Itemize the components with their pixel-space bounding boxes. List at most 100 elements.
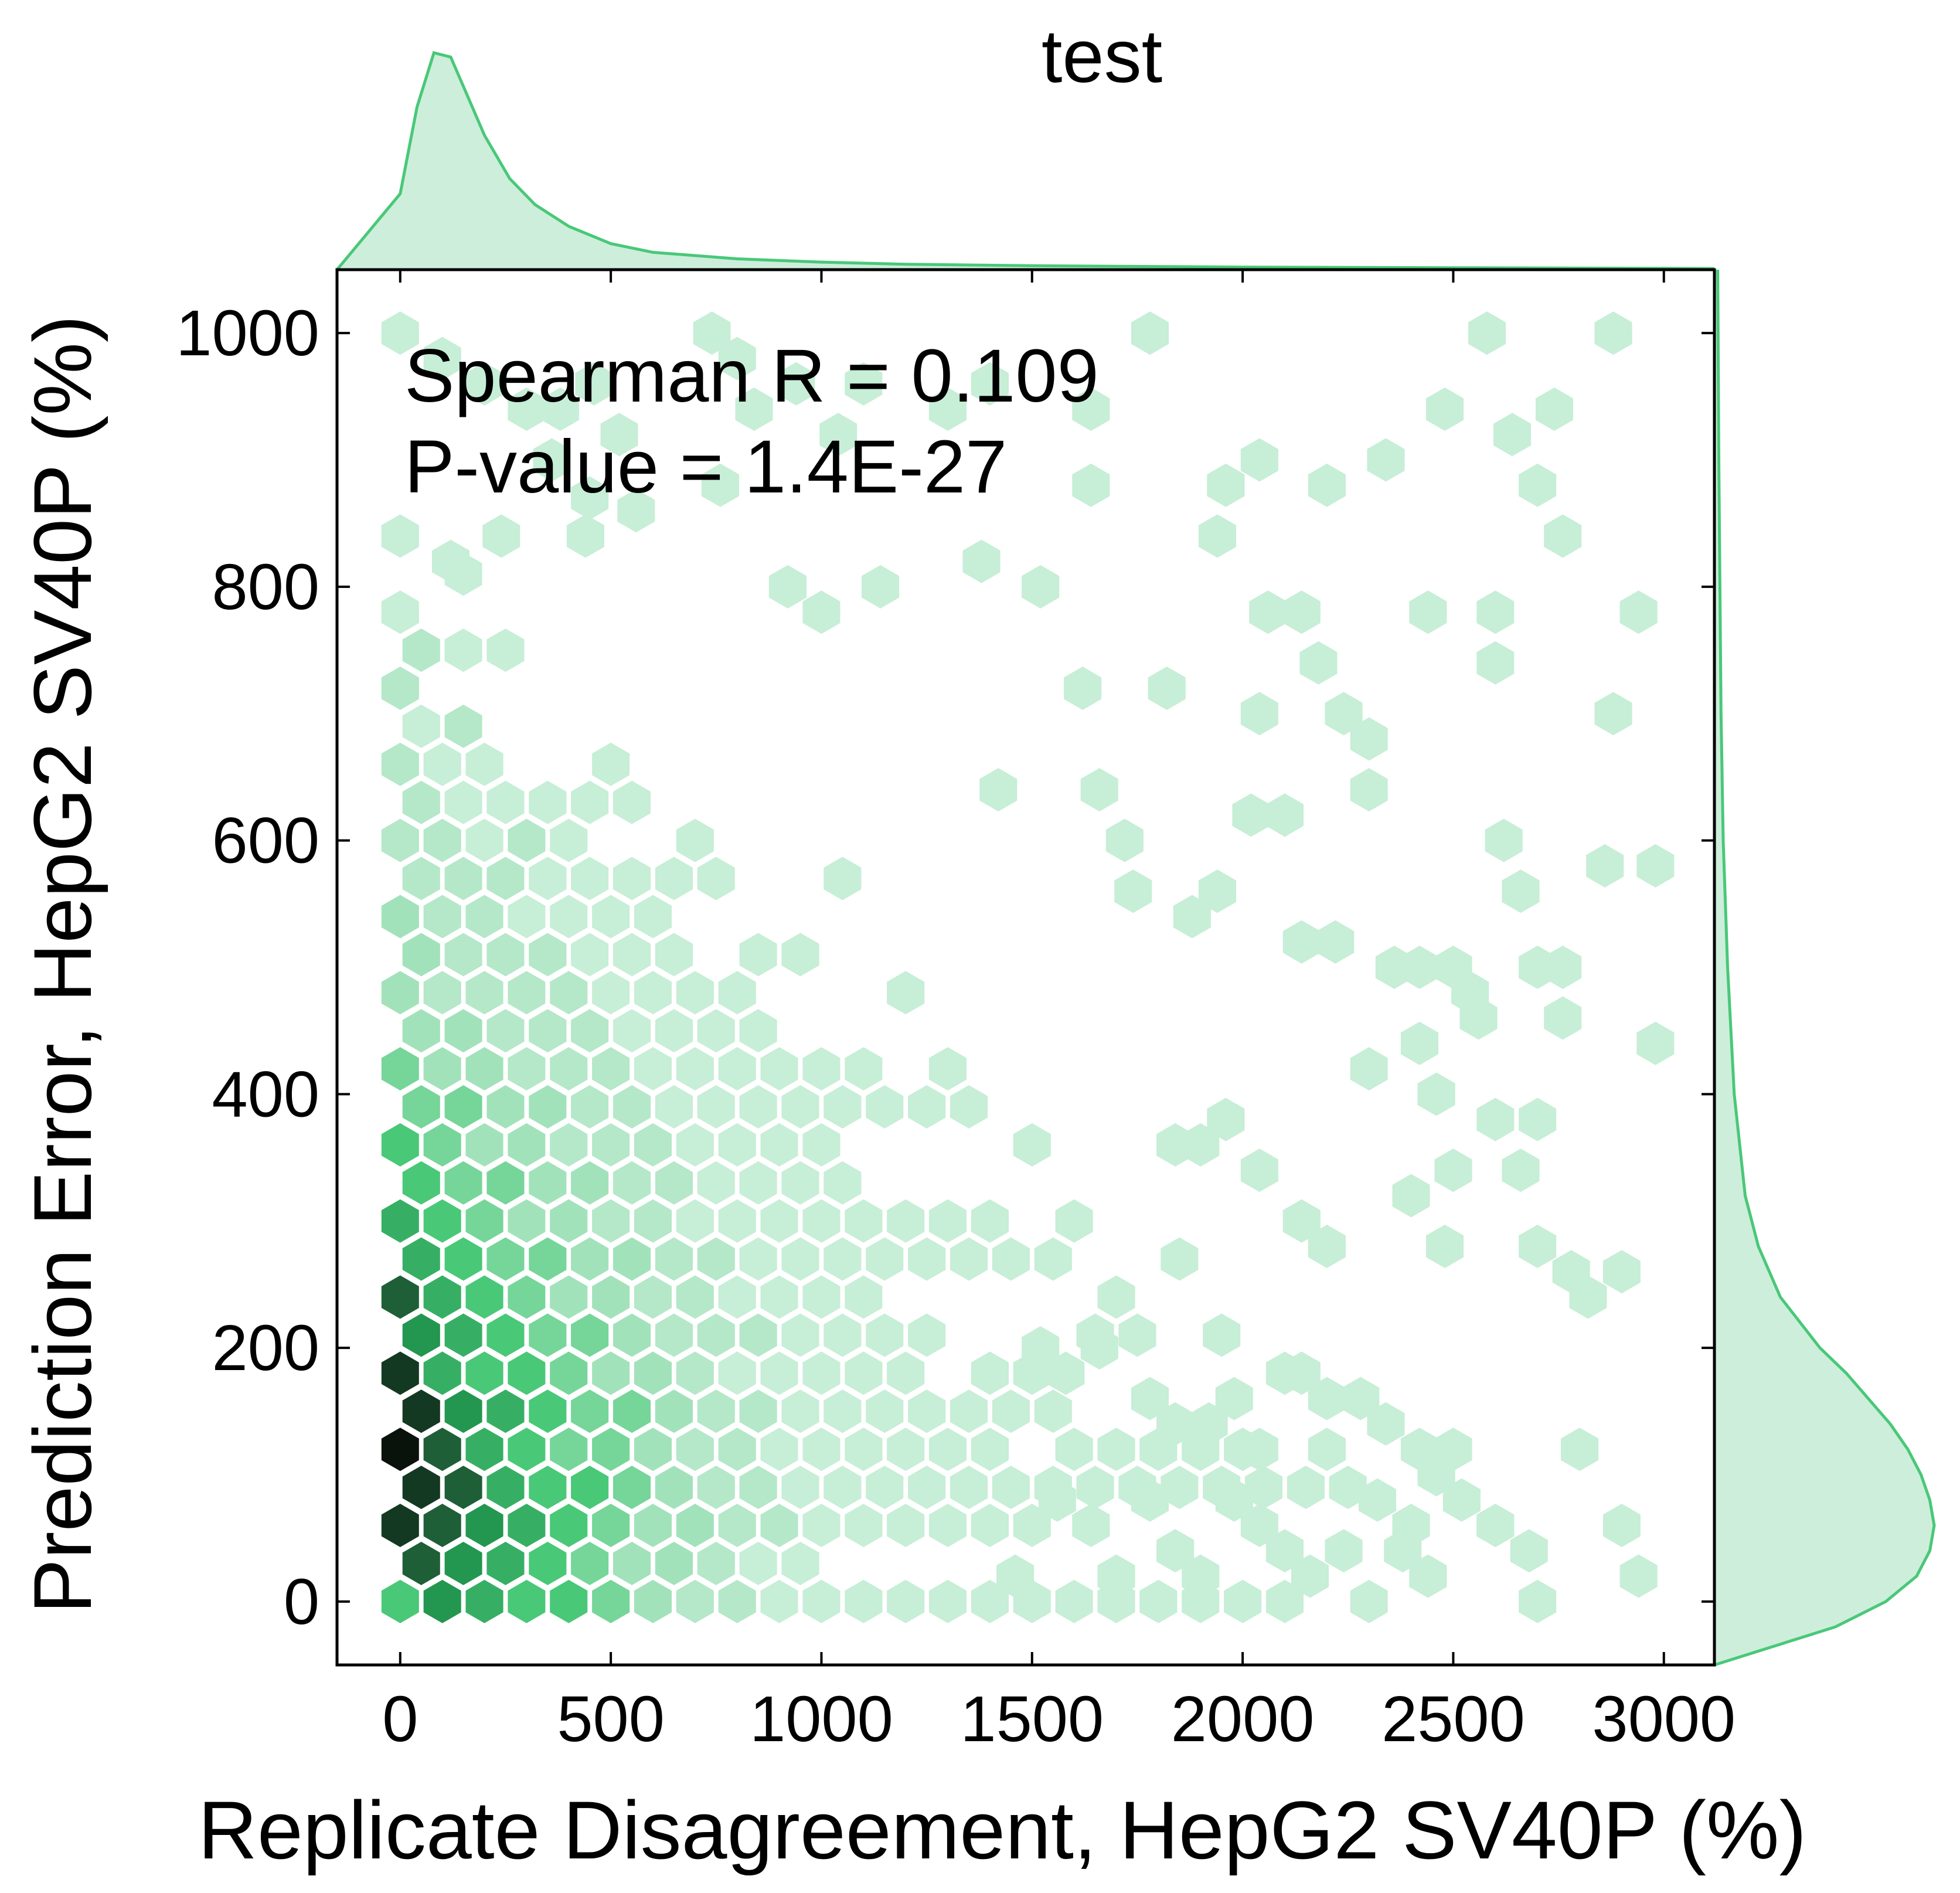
hex-cell [824, 1161, 862, 1205]
hex-cell [613, 1161, 651, 1205]
hex-cell-sparse [1636, 844, 1675, 888]
hex-cell [697, 1085, 735, 1129]
hex-cell [508, 895, 546, 939]
x-marginal-fill [337, 53, 1714, 270]
hex-cell-sparse [962, 539, 1001, 583]
hex-cell-sparse [1282, 1199, 1321, 1243]
hex-cell [381, 1504, 419, 1547]
hex-cell [845, 1428, 883, 1471]
hex-cell-sparse [1198, 869, 1236, 913]
hex-cell [1245, 1466, 1283, 1510]
hex-cell [866, 1085, 904, 1129]
hex-cell [739, 933, 777, 977]
hex-cell [571, 1466, 609, 1510]
hex-cell-sparse [1342, 1377, 1380, 1420]
hex-cell [634, 1504, 672, 1547]
hex-cell-sparse [1350, 717, 1388, 761]
hex-cell [824, 1466, 862, 1510]
hex-cell [402, 628, 440, 672]
hex-cell [655, 857, 693, 900]
hex-cell [887, 1428, 925, 1471]
y-axis-label: Prediction Error, HepG2 SV40P (%) [16, 315, 108, 1613]
hex-cell-sparse [1392, 1174, 1430, 1218]
hex-cell-sparse [1182, 1123, 1220, 1167]
hex-cell [550, 1504, 588, 1547]
hex-cell-sparse [1299, 641, 1338, 685]
hex-cell-sparse [1602, 1250, 1641, 1294]
hex-cell-sparse [1476, 1504, 1515, 1547]
hex-cell [550, 895, 588, 939]
hex-cell [718, 1047, 756, 1091]
x-marginal-line [336, 50, 1715, 271]
hex-cell [697, 1237, 735, 1281]
hex-cell [402, 780, 440, 824]
hex-cell [655, 1389, 693, 1433]
hex-cell-sparse [600, 413, 638, 457]
hex-cell [381, 1428, 419, 1471]
hex-cell [697, 1161, 735, 1205]
hex-cell [866, 1466, 904, 1510]
hex-cell-sparse [1072, 1504, 1110, 1547]
hex-cell [592, 895, 630, 939]
y-tick-label: 0 [284, 1566, 319, 1638]
hex-cell [676, 1047, 714, 1091]
hex-cell [908, 1313, 946, 1357]
annotation-p-value: P-value = 1.4E-27 [404, 425, 1007, 509]
hex-cell [571, 1541, 609, 1585]
hex-cell [739, 1466, 777, 1510]
hex-cell [592, 1123, 630, 1167]
hex-cell-sparse [1282, 920, 1321, 964]
hex-cell-sparse [508, 388, 546, 431]
hex-cell [781, 1541, 819, 1585]
hex-cell [802, 1428, 841, 1471]
hex-cell-sparse [1282, 1351, 1321, 1395]
hex-cell [929, 1428, 967, 1471]
hex-cell [613, 857, 651, 900]
hex-cell [971, 1351, 1009, 1395]
hex-cell [1308, 1428, 1346, 1471]
hex-cell [929, 1579, 967, 1623]
hex-cell [465, 1123, 503, 1167]
hex-cell-sparse [777, 362, 815, 406]
hex-cell [676, 1123, 714, 1167]
hex-cell-sparse [1148, 667, 1186, 710]
hex-cell [444, 1389, 482, 1433]
chart-title: test [1042, 15, 1162, 98]
hex-cell [444, 1085, 482, 1129]
hex-cell-sparse [1325, 1529, 1363, 1573]
hex-cell [908, 1237, 946, 1281]
y-tick-label: 800 [212, 551, 319, 623]
hex-cell [845, 1504, 883, 1547]
hex-cell [781, 1237, 819, 1281]
hex-cell [697, 1389, 735, 1433]
hex-cell [697, 1466, 735, 1510]
hex-cell-sparse [718, 337, 756, 380]
hex-cell [824, 1237, 862, 1281]
hex-cell [381, 1123, 419, 1167]
hex-cell [465, 1275, 503, 1319]
hex-cell [760, 1199, 798, 1243]
hex-cell [760, 1123, 798, 1167]
hex-cell [465, 971, 503, 1015]
y-marginal-density [1714, 269, 1936, 1667]
hex-cell-sparse [1080, 768, 1118, 812]
hex-cell-sparse [1282, 590, 1321, 634]
hex-cell [592, 1428, 630, 1471]
hex-cell [824, 1313, 862, 1357]
hex-cell-sparse [802, 590, 841, 634]
hex-cell-sparse [1619, 1554, 1658, 1598]
y-marginal-fill [1714, 270, 1934, 1665]
hex-cell [1097, 1428, 1135, 1471]
hex-cell [655, 1161, 693, 1205]
x-tick-label: 1500 [960, 1683, 1104, 1755]
hex-cell [423, 818, 461, 862]
hex-cell-sparse [1198, 514, 1236, 558]
hex-cell [486, 1389, 525, 1433]
hex-cell [929, 1504, 967, 1547]
hex-cell-sparse [1240, 438, 1278, 482]
hex-cell-sparse [1476, 641, 1515, 685]
hex-cell [1055, 1199, 1093, 1243]
hex-cell [739, 1389, 777, 1433]
hex-cell-sparse [845, 362, 883, 406]
